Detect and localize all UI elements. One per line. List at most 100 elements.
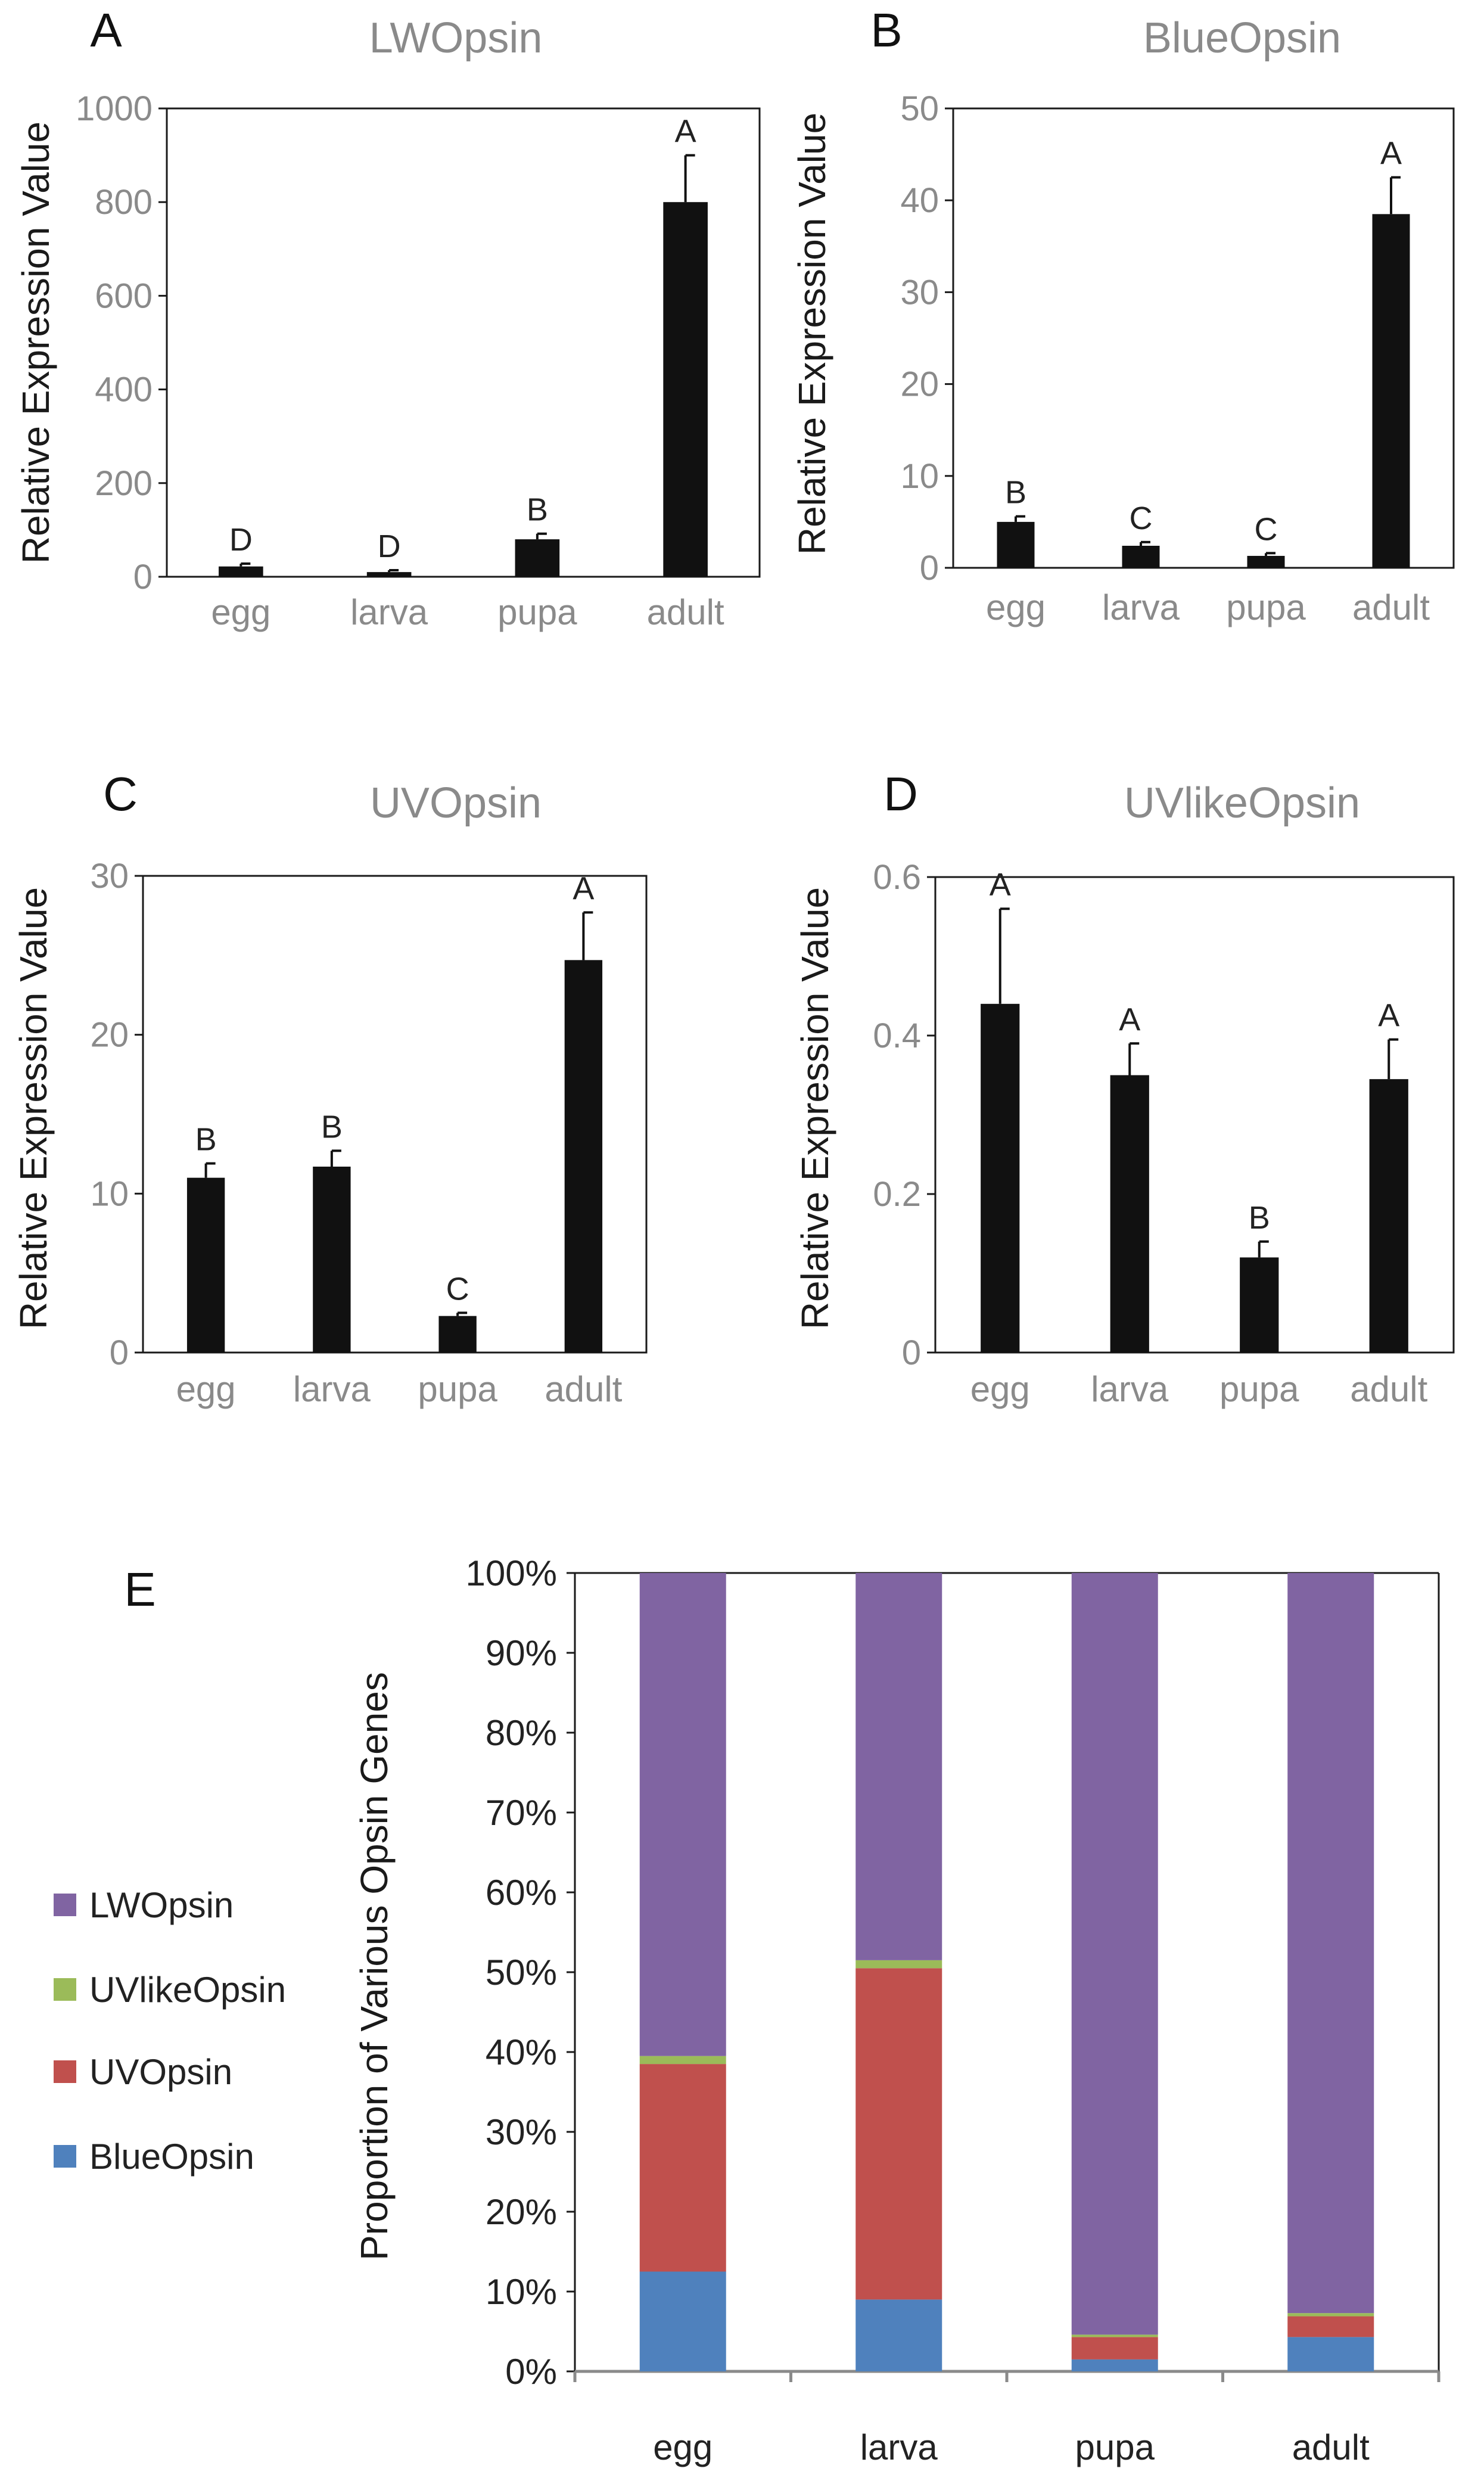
significance-label: B — [1249, 1200, 1270, 1236]
significance-label: B — [1005, 475, 1026, 511]
legend-label: UVOpsin — [89, 2052, 232, 2092]
x-category-label: pupa — [1219, 1369, 1299, 1409]
bar — [1240, 1257, 1279, 1353]
significance-label: C — [1255, 511, 1278, 547]
y-axis-label: Relative Expression Value — [12, 887, 55, 1329]
legend-label: UVlikeOpsin — [89, 1970, 286, 2010]
chart-title: UVOpsin — [370, 779, 542, 827]
x-category-label: pupa — [1075, 2427, 1155, 2467]
legend-swatch-uvopsin — [54, 2060, 76, 2083]
stacked-segment-blueopsin — [855, 2299, 942, 2371]
legend: LWOpsin UVlikeOpsin UVOpsin BlueOpsin — [54, 1885, 286, 2177]
stacked-segment-uvopsin — [855, 1968, 942, 2300]
stacked-segment-uvopsin — [1071, 2337, 1158, 2359]
x-category-label: adult — [1350, 1369, 1427, 1409]
y-axis-label: Relative Expression Value — [794, 887, 836, 1329]
bar — [1122, 545, 1160, 568]
y-tick-label: 400 — [95, 371, 153, 409]
stacked-segment-blueopsin — [1071, 2359, 1158, 2371]
stacked-segment-lwopsin — [855, 1573, 942, 1960]
x-category-label: larva — [293, 1369, 371, 1409]
significance-label: B — [527, 492, 548, 528]
x-category-label: pupa — [497, 592, 577, 632]
x-category-label: larva — [860, 2427, 938, 2467]
significance-label: D — [229, 522, 253, 558]
bar — [186, 1177, 225, 1353]
panel-letter: C — [103, 767, 138, 820]
legend-swatch-blueopsin — [54, 2145, 76, 2168]
bar — [1247, 555, 1285, 568]
chart-panel-d: D UVlikeOpsin Relative Expression Value 0 0.… — [794, 767, 1455, 1409]
y-tick-label: 90% — [486, 1633, 557, 1673]
stacked-segment-lwopsin — [1071, 1573, 1158, 2335]
x-category-label: larva — [1102, 587, 1180, 627]
y-tick-label: 0.2 — [873, 1175, 921, 1214]
bar — [1369, 1079, 1408, 1353]
y-axis-label: Relative Expression Value — [791, 113, 833, 555]
y-tick-label: 20% — [486, 2192, 557, 2232]
chart-panel-b: B BlueOpsin Relative Expression Value 0 10 20… — [791, 4, 1455, 627]
y-tick-label: 600 — [95, 276, 153, 315]
stacked-segment-uvopsin — [1287, 2316, 1374, 2337]
y-tick-label: 0 — [133, 558, 153, 596]
stacked-segment-blueopsin — [639, 2271, 726, 2371]
y-tick-label: 0% — [505, 2352, 557, 2392]
legend-swatch-lwopsin — [54, 1894, 76, 1916]
significance-label: A — [573, 871, 594, 906]
stacked-segment-uvlikeopsin — [1287, 2313, 1374, 2317]
y-tick-label: 10% — [486, 2272, 557, 2312]
y-tick-label: 80% — [486, 1713, 557, 1753]
y-tick-label: 100% — [466, 1553, 557, 1593]
bar — [438, 1316, 477, 1353]
plot-frame — [952, 107, 1455, 569]
stacked-segment-lwopsin — [639, 1573, 726, 2056]
y-tick-label: 1000 — [76, 89, 153, 128]
x-category-label: larva — [1091, 1369, 1169, 1409]
y-tick-label: 10 — [900, 457, 939, 496]
plot-frame — [142, 875, 648, 1354]
y-tick-label: 0 — [902, 1333, 921, 1372]
significance-label: A — [1380, 136, 1402, 172]
legend-label: LWOpsin — [89, 1885, 234, 1925]
stacked-segment-uvlikeopsin — [855, 1960, 942, 1969]
panel-letter: A — [90, 4, 122, 57]
bar — [981, 1003, 1020, 1353]
x-category-label: egg — [211, 592, 270, 632]
chart-title: LWOpsin — [369, 14, 543, 62]
significance-label: A — [1119, 1002, 1140, 1037]
panel-letter: B — [870, 4, 902, 57]
significance-label: C — [1130, 500, 1153, 536]
chart-title: BlueOpsin — [1143, 14, 1341, 62]
bar — [313, 1167, 351, 1353]
y-tick-label: 10 — [90, 1174, 129, 1213]
chart-panel-c: C UVOpsin Relative Expression Value 0 10 20 30… — [12, 767, 648, 1409]
y-tick-label: 0.6 — [873, 858, 921, 897]
chart-panel-a: A LWOpsin Relative Expression Value 0 200 400… — [14, 4, 761, 632]
bar — [515, 539, 560, 577]
x-category-label: adult — [1352, 587, 1430, 627]
y-tick-label: 30 — [90, 857, 129, 896]
y-tick-label: 70% — [486, 1793, 557, 1833]
x-category-label: egg — [176, 1369, 236, 1409]
bar — [663, 202, 708, 577]
x-category-label: egg — [986, 587, 1046, 627]
x-category-label: adult — [545, 1369, 622, 1409]
y-tick-label: 30 — [900, 273, 939, 312]
y-axis-label: Proportion of Various Opsin Genes — [353, 1672, 396, 2261]
y-tick-label: 40% — [486, 2032, 557, 2072]
chart-panel-e: E Proportion of Various Opsin Genes 0% 10% 2… — [54, 1553, 1441, 2467]
y-tick-label: 800 — [95, 183, 153, 222]
x-category-label: adult — [647, 592, 724, 632]
y-tick-label: 200 — [95, 464, 153, 503]
stacked-segment-uvlikeopsin — [1071, 2334, 1158, 2337]
significance-label: B — [321, 1109, 343, 1145]
plot-frame — [166, 107, 761, 578]
y-tick-label: 50% — [486, 1953, 557, 1992]
significance-label: A — [990, 867, 1011, 903]
y-tick-label: 20 — [90, 1016, 129, 1055]
significance-label: C — [446, 1271, 469, 1307]
bar — [1110, 1075, 1149, 1353]
y-tick-label: 0 — [920, 549, 939, 587]
